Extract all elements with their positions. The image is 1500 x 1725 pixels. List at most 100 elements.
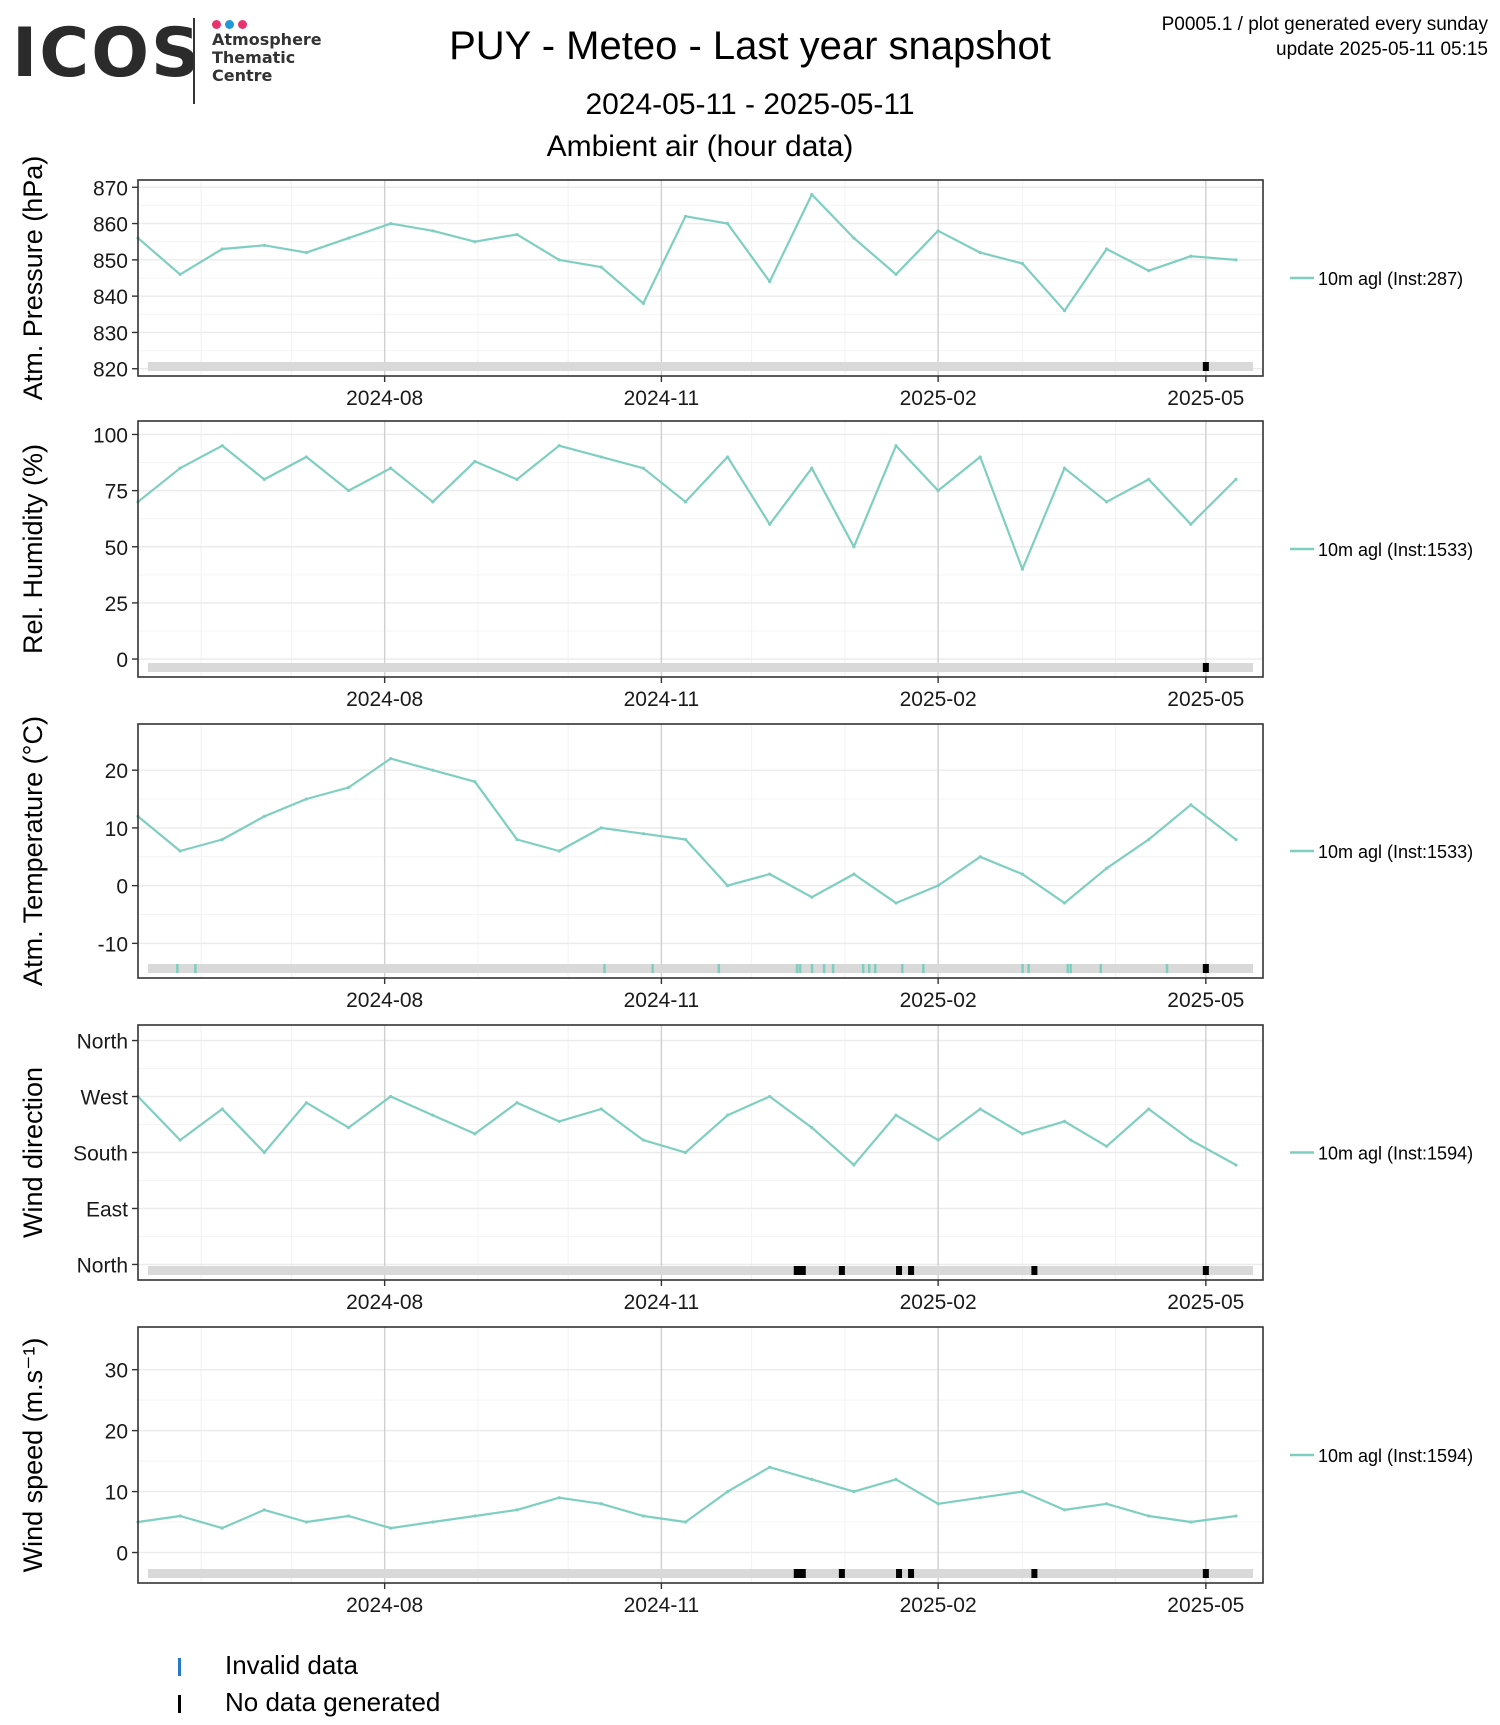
data-point: [978, 455, 982, 459]
data-point: [515, 477, 519, 481]
data-point: [599, 1502, 603, 1506]
data-point: [768, 1094, 772, 1099]
data-point: [346, 1514, 351, 1518]
y-tick-label: 0: [116, 876, 128, 899]
data-point: [936, 1502, 940, 1506]
invalid-data-mark: [810, 964, 814, 973]
data-point: [1189, 803, 1193, 807]
data-point: [262, 243, 266, 247]
legend-label: 10m agl (Inst:1594): [1318, 1446, 1473, 1466]
data-point: [725, 455, 730, 459]
data-point: [1189, 1138, 1193, 1142]
data-point: [1147, 837, 1151, 842]
data-point: [852, 1163, 856, 1167]
data-point: [1062, 1508, 1067, 1512]
data-point: [1104, 247, 1109, 251]
x-tick-label: 2024-08: [346, 1291, 423, 1314]
data-point: [810, 192, 814, 197]
chart-panel-4: North East South West North 2024-08 2024-11 202…: [18, 1024, 1473, 1314]
y-tick-label: East: [86, 1198, 128, 1221]
y-tick-label: 100: [93, 424, 128, 447]
data-point: [178, 1138, 182, 1142]
invalid-data-mark: [795, 964, 799, 973]
data-point: [346, 785, 351, 790]
y-tick-label: -10: [98, 933, 128, 956]
legend-no-data: No data generated: [178, 1687, 440, 1718]
no-data-mark: [793, 1569, 800, 1578]
logo-divider: [193, 18, 195, 104]
invalid-data-mark: [651, 964, 654, 973]
data-point: [641, 832, 645, 836]
data-point: [768, 280, 772, 284]
data-point: [304, 250, 309, 255]
data-point: [346, 236, 351, 240]
data-point: [1147, 269, 1151, 273]
data-point: [641, 1514, 645, 1518]
data-status-bar: [148, 1266, 1253, 1275]
no-data-mark: [896, 1266, 903, 1275]
data-point: [894, 444, 898, 448]
data-point: [220, 444, 224, 448]
data-point: [683, 214, 688, 218]
y-tick-label: 10: [105, 818, 128, 841]
x-tick-label: 2025-05: [1167, 688, 1244, 711]
data-point: [936, 229, 940, 233]
data-point: [220, 247, 224, 251]
no-data-mark: [799, 1569, 806, 1578]
y-axis-title: Rel. Humidity (%): [18, 444, 48, 654]
y-tick-label: West: [81, 1087, 129, 1110]
data-point: [262, 477, 266, 481]
data-point: [1062, 901, 1067, 905]
data-point: [1020, 261, 1024, 266]
logo-dot-pink-2: [238, 20, 247, 29]
data-point: [810, 895, 814, 899]
data-point: [725, 1489, 730, 1494]
no-data-mark: [793, 1266, 800, 1275]
data-point: [725, 1113, 730, 1117]
data-point: [557, 258, 561, 262]
data-point: [725, 884, 730, 888]
data-point: [515, 232, 519, 237]
data-point: [178, 272, 182, 276]
data-status-bar: [148, 964, 1253, 973]
invalid-data-mark: [603, 964, 606, 973]
data-point: [894, 272, 898, 276]
legend-invalid-data: Invalid data: [178, 1650, 358, 1681]
y-axis-title: Atm. Temperature (°C): [18, 716, 48, 986]
series-line: [137, 193, 1236, 312]
y-tick-label: North: [77, 1254, 128, 1277]
invalid-data-mark: [1066, 964, 1069, 973]
data-point: [641, 301, 645, 306]
data-point: [599, 455, 603, 459]
chart-panel-5: 0 10 20 30 2024-08 2024-11 2025-02 2025-05 Wind …: [18, 1326, 1473, 1617]
series-line: [137, 444, 1237, 571]
data-point: [1234, 1514, 1238, 1518]
x-tick-label: 2024-11: [624, 1594, 700, 1617]
data-point: [473, 1514, 477, 1518]
data-point: [178, 466, 182, 470]
no-data-mark: [796, 1569, 803, 1578]
data-point: [683, 500, 688, 504]
data-point: [304, 455, 309, 459]
data-point: [220, 837, 224, 842]
data-point: [1020, 872, 1024, 876]
data-point: [389, 221, 393, 226]
data-point: [768, 1465, 772, 1469]
data-point: [683, 837, 688, 842]
y-tick-label: 820: [93, 359, 128, 382]
data-point: [262, 1508, 266, 1512]
no-data-mark: [1202, 1266, 1209, 1275]
data-point: [346, 1126, 351, 1130]
logo-subtitle: Atmosphere Thematic Centre: [212, 30, 322, 85]
page-title: PUY - Meteo - Last year snapshot: [449, 24, 1051, 68]
x-tick-label: 2025-02: [900, 688, 977, 711]
data-point: [1234, 477, 1238, 481]
page-header: ICOS Atmosphere Thematic Centre PUY - Me…: [0, 0, 1500, 163]
no-data-mark: [1202, 362, 1209, 371]
data-point: [1020, 1132, 1024, 1136]
data-point: [431, 1520, 435, 1524]
x-tick-label: 2024-11: [624, 989, 700, 1012]
data-point: [768, 872, 772, 876]
data-point: [220, 1526, 224, 1530]
chart-panel-3: -10 0 10 20 2024-08 2024-11 2025-02 2025-05 Atm.…: [18, 716, 1473, 1012]
